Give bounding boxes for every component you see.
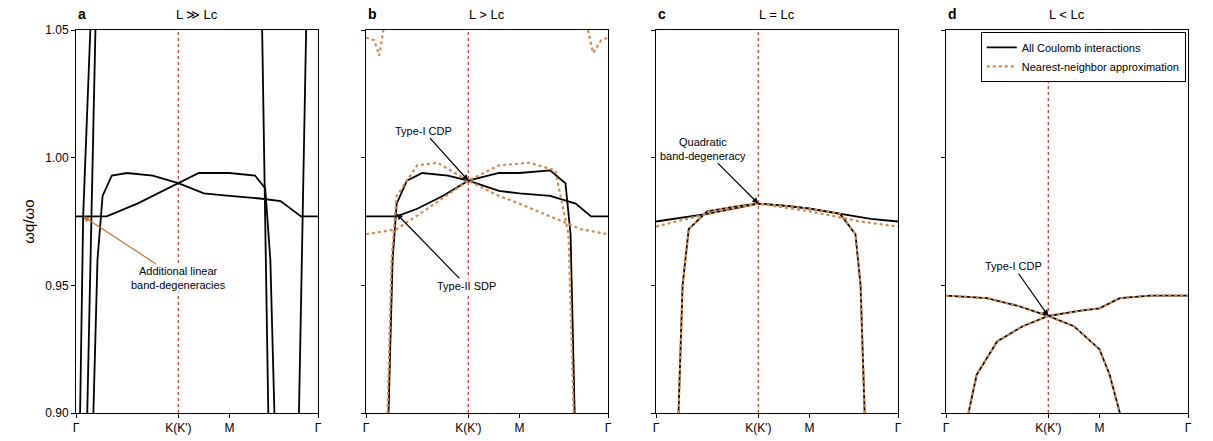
svg-text:Γ: Γ	[1185, 421, 1192, 435]
svg-text:d: d	[948, 6, 957, 22]
svg-text:1.00: 1.00	[45, 151, 69, 165]
svg-text:All Coulomb interactions: All Coulomb interactions	[1022, 42, 1141, 54]
svg-text:Γ: Γ	[363, 421, 370, 435]
svg-text:b: b	[368, 6, 377, 22]
svg-text:Γ: Γ	[653, 421, 660, 435]
svg-text:Type-I CDP: Type-I CDP	[985, 260, 1042, 272]
svg-text:Γ: Γ	[605, 421, 612, 435]
svg-text:a: a	[78, 6, 86, 22]
svg-text:0.90: 0.90	[45, 406, 69, 420]
svg-text:1.05: 1.05	[45, 23, 69, 37]
svg-text:M: M	[804, 421, 814, 435]
svg-text:L < Lc: L < Lc	[1049, 7, 1085, 22]
svg-text:K(K'): K(K')	[455, 421, 481, 435]
svg-text:Γ: Γ	[315, 421, 322, 435]
svg-text:Nearest-neighbor approximation: Nearest-neighbor approximation	[1022, 61, 1179, 73]
svg-text:K(K'): K(K')	[165, 421, 191, 435]
svg-text:M: M	[514, 421, 524, 435]
svg-text:Quadraticband-degeneracy: Quadraticband-degeneracy	[660, 136, 746, 162]
svg-text:K(K'): K(K')	[745, 421, 771, 435]
svg-text:Γ: Γ	[73, 421, 80, 435]
svg-text:Γ: Γ	[895, 421, 902, 435]
svg-text:ωq/ωo: ωq/ωo	[20, 199, 37, 243]
svg-text:K(K'): K(K')	[1035, 421, 1061, 435]
svg-text:L > Lc: L > Lc	[469, 7, 505, 22]
svg-text:Additional linearband-degenera: Additional linearband-degeneracies	[131, 265, 226, 291]
svg-text:L ≫ Lc: L ≫ Lc	[176, 7, 218, 22]
svg-text:Type-I CDP: Type-I CDP	[395, 125, 452, 137]
svg-text:Γ: Γ	[943, 421, 950, 435]
svg-text:0.95: 0.95	[45, 279, 69, 293]
svg-text:L = Lc: L = Lc	[759, 7, 795, 22]
svg-text:c: c	[658, 6, 666, 22]
svg-text:M: M	[224, 421, 234, 435]
svg-text:Type-II SDP: Type-II SDP	[437, 280, 496, 292]
svg-text:M: M	[1094, 421, 1104, 435]
